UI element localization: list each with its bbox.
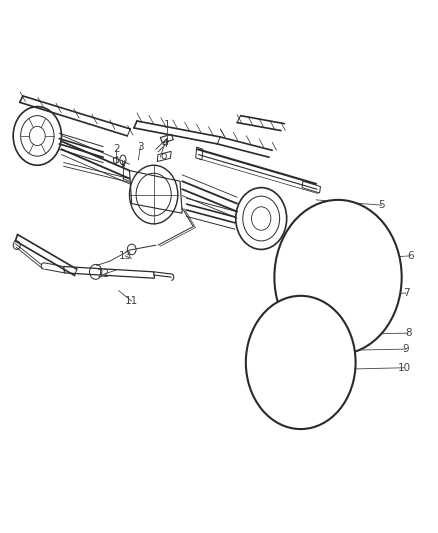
Text: 10: 10: [396, 363, 410, 373]
Circle shape: [274, 200, 401, 354]
Text: 7: 7: [402, 288, 409, 298]
Text: 11: 11: [125, 296, 138, 306]
Text: 9: 9: [402, 344, 409, 354]
Polygon shape: [315, 265, 356, 274]
Text: 8: 8: [404, 328, 411, 338]
Text: 6: 6: [406, 251, 413, 261]
Text: 12: 12: [96, 270, 110, 279]
Text: 13: 13: [118, 251, 131, 261]
Circle shape: [245, 296, 355, 429]
Text: 2: 2: [113, 144, 120, 154]
Text: 1: 1: [163, 120, 170, 130]
Text: 5: 5: [378, 200, 385, 210]
Text: 4: 4: [161, 139, 168, 149]
Text: 3: 3: [137, 142, 144, 151]
